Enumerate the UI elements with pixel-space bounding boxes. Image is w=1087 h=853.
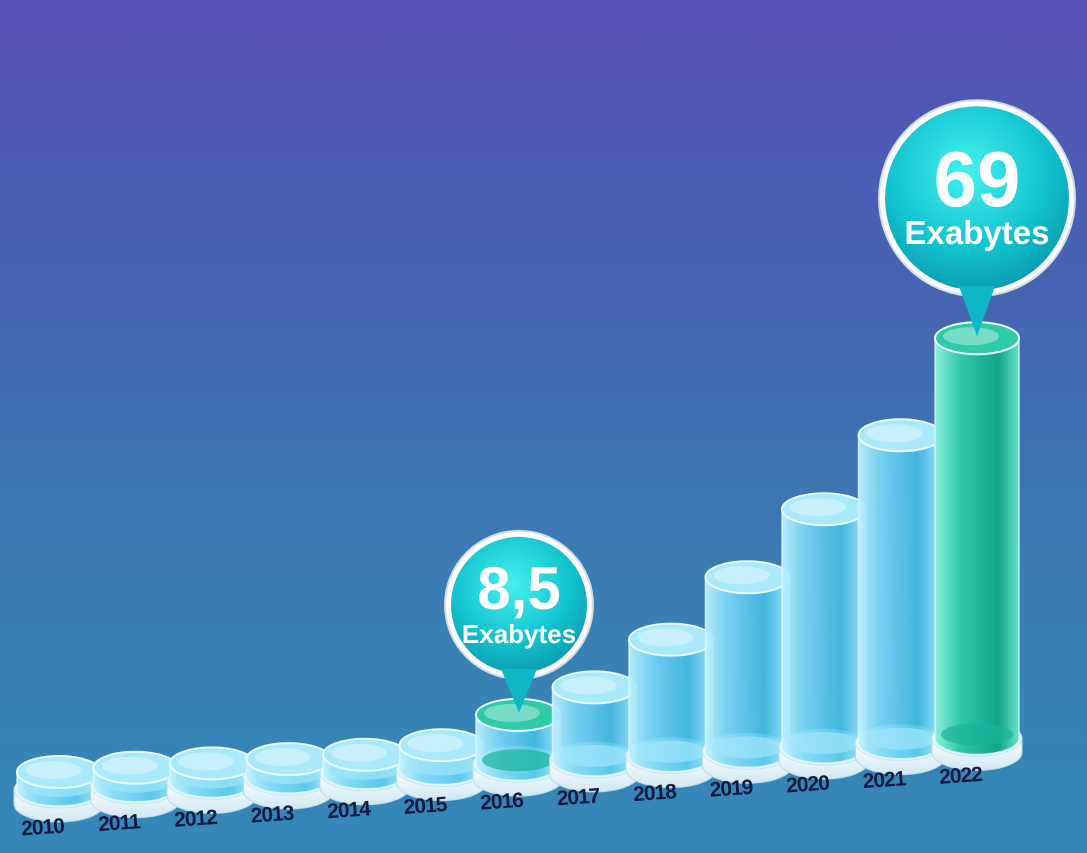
callout-unit-2016: Exabytes (462, 619, 576, 649)
callout-value-2016: 8,5 (477, 555, 560, 622)
year-label-2020: 2020 (785, 772, 830, 798)
bar-2021 (855, 418, 946, 776)
callout-value-2022: 69 (934, 135, 1021, 223)
year-label-2013: 2013 (250, 802, 295, 828)
year-label-2018: 2018 (632, 780, 678, 806)
bar-2015 (396, 728, 487, 801)
year-label-2022: 2022 (938, 763, 983, 789)
bar-2020 (778, 492, 870, 780)
year-label-2011: 2011 (98, 810, 142, 836)
bar-2014 (319, 737, 411, 806)
year-label-2021: 2021 (862, 767, 908, 793)
bar-2013 (243, 742, 334, 810)
bar-2012 (166, 746, 258, 814)
year-label-2010: 2010 (20, 815, 65, 841)
year-label-2019: 2019 (709, 776, 754, 802)
bar-2022 (931, 321, 1023, 771)
year-label-2017: 2017 (556, 784, 601, 810)
year-label-2012: 2012 (173, 806, 218, 832)
bar-2016 (472, 697, 564, 797)
year-label-2014: 2014 (326, 797, 372, 823)
year-label-2016: 2016 (479, 789, 524, 815)
bar-2010 (13, 755, 105, 823)
bar-2018 (625, 622, 717, 789)
bar-2017 (549, 670, 640, 793)
year-label-2015: 2015 (403, 793, 449, 819)
callout-unit-2022: Exabytes (905, 214, 1050, 251)
